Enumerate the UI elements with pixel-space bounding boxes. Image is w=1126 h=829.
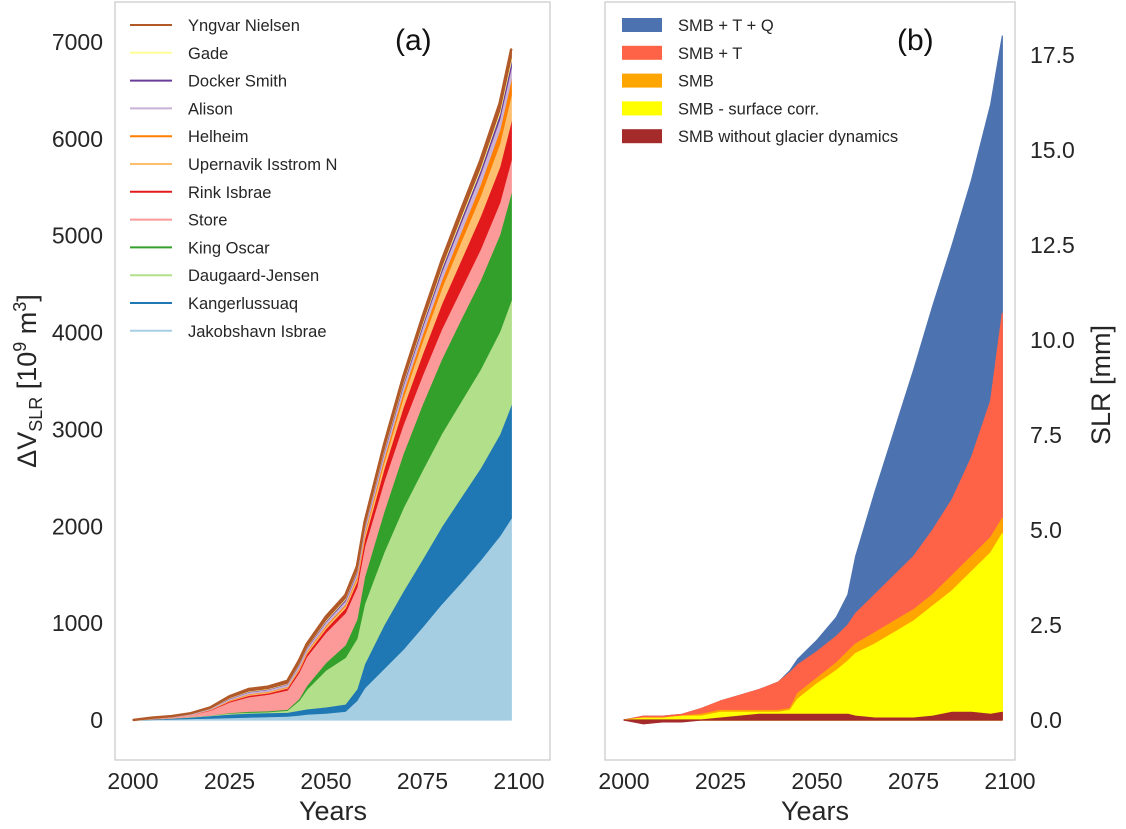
panel-b-areas [623,35,1003,725]
legend-label: Helheim [188,128,249,146]
legend-swatch [622,45,662,60]
legend-item-store: Store [130,212,227,230]
x-tick-label: 2050 [791,768,842,794]
panel-b-x-label: Years [781,796,849,826]
panel-b-frame [604,1,1016,761]
area-smb-without-glacier-dynamics [623,711,1003,725]
y-tick-label: 10.0 [1030,327,1075,353]
y-tick-label: 5000 [52,223,103,249]
y-tick-label: 17.5 [1030,42,1075,68]
legend-item-helheim: Helheim [130,128,249,146]
legend-item-upernavik-isstrom-n: Upernavik Isstrom N [130,156,337,174]
panel-a-legend: Yngvar Nielsen Gade Docker Smith Alison Helh… [130,17,337,341]
panel-a-areas [132,48,513,722]
y-tick-label: 15.0 [1030,137,1075,163]
legend-swatch [622,18,662,32]
legend-item-smb-t-q: SMB + T + Q [622,17,774,35]
legend-item-smb: SMB [622,73,714,91]
legend-label: SMB + T [678,45,742,63]
x-tick-label: 2075 [888,768,939,794]
legend-item-smb-t: SMB + T [622,45,742,63]
legend-label: SMB without glacier dynamics [678,128,898,146]
outline-yngvar-nielsen [132,48,513,722]
legend-label: Alison [188,100,233,118]
panel-b-x-ticks: 2000 2025 2050 2075 2100 [598,768,1035,794]
x-tick-label: 2025 [204,768,255,794]
legend-item-smb-without-glacier-dynamics: SMB without glacier dynamics [622,128,898,146]
legend-item-gade: Gade [130,45,228,63]
legend-label: SMB + T + Q [678,17,774,35]
x-tick-label: 2025 [695,768,746,794]
legend-item-yngvar-nielsen: Yngvar Nielsen [130,17,300,35]
legend-item-smb-surface-corr: SMB - surface corr. [622,100,819,118]
panel-a-tag: (a) [395,24,432,57]
legend-swatch [622,129,662,144]
panel-a-x-label: Years [299,796,367,826]
legend-label: Docker Smith [188,73,287,91]
legend-label: King Oscar [188,239,270,257]
y-tick-label: 2.5 [1030,612,1062,638]
legend-label: Gade [188,45,228,63]
legend-swatch [622,101,662,116]
panel-b-y-label: SLR [mm] [1086,325,1116,445]
y-tick-label: 0.0 [1030,707,1062,733]
legend-label: Yngvar Nielsen [188,17,300,35]
panel-b: 0.0 2.5 5.0 7.5 10.0 12.5 15.0 17.5 2000 2025 205… [598,1,1116,826]
panel-a-x-ticks: 2000 2025 2050 2075 2100 [107,768,544,794]
y-tick-label: 3000 [52,416,103,442]
area-smb-surface-corr [623,533,1003,721]
legend-item-rink-isbrae: Rink Isbrae [130,184,271,202]
x-tick-label: 2100 [984,768,1035,794]
y-tick-label: 12.5 [1030,232,1075,258]
x-tick-label: 2050 [300,768,351,794]
y-tick-label: 5.0 [1030,517,1062,543]
legend-item-king-oscar: King Oscar [130,239,270,257]
x-tick-label: 2000 [107,768,158,794]
x-tick-label: 2000 [598,768,649,794]
panel-a-frame [114,1,551,761]
legend-label: Kangerlussuaq [188,295,298,313]
y-tick-label: 7.5 [1030,422,1062,448]
legend-label: SMB - surface corr. [678,100,819,118]
legend-item-kangerlussuaq: Kangerlussuaq [130,295,298,313]
panel-a-y-label: ΔVSLR [109 m3] [10,294,46,468]
legend-label: Upernavik Isstrom N [188,156,337,174]
legend-label: Daugaard-Jensen [188,267,319,285]
panel-a-y-ticks: 0 1000 2000 3000 4000 5000 6000 7000 [52,29,103,733]
panel-b-legend: SMB + T + Q SMB + T SMB SMB - surface corr.… [622,17,898,146]
panel-b-tag: (b) [897,24,934,57]
panel-b-y-ticks: 0.0 2.5 5.0 7.5 10.0 12.5 15.0 17.5 [1030,42,1075,733]
legend-item-jakobshavn-isbrae: Jakobshavn Isbrae [130,323,327,341]
legend-item-docker-smith: Docker Smith [130,73,287,91]
y-tick-label: 6000 [52,126,103,152]
y-tick-label: 7000 [52,29,103,55]
legend-label: Jakobshavn Isbrae [188,323,327,341]
y-tick-label: 0 [90,707,103,733]
legend-item-daugaard-jensen: Daugaard-Jensen [130,267,319,285]
y-tick-label: 2000 [52,513,103,539]
legend-label: Rink Isbrae [188,184,271,202]
y-tick-label: 4000 [52,320,103,346]
legend-swatch [622,73,662,88]
x-tick-label: 2100 [493,768,544,794]
y-tick-label: 1000 [52,610,103,636]
legend-item-alison: Alison [130,100,233,118]
x-tick-label: 2075 [397,768,448,794]
legend-label: Store [188,212,227,230]
legend-label: SMB [678,73,714,91]
